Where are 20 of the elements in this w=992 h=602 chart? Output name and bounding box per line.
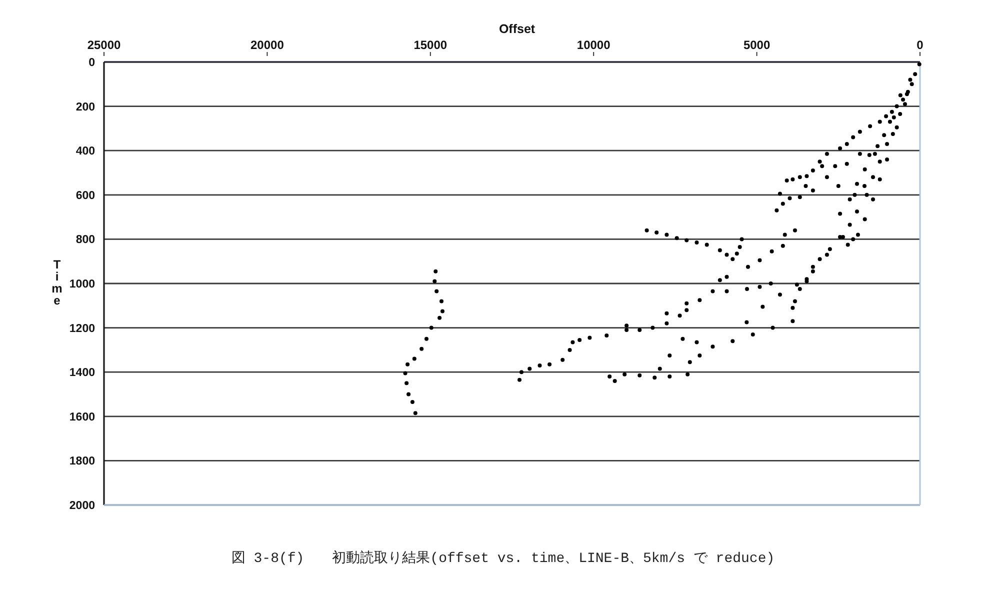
- y-tick-label: 2000: [69, 500, 95, 512]
- y-tick-label: 0: [88, 57, 95, 69]
- y-tick-label: 1600: [69, 411, 95, 424]
- y-tick-label: 600: [76, 190, 95, 202]
- y-tick-label: 1800: [69, 456, 95, 468]
- x-tick-label: 10000: [576, 38, 611, 52]
- caption: 図 3-8(f) 初動読取り結果(offset vs. time、LINE-B、5km/s で reduce): [231, 550, 775, 567]
- y-axis-title: Time: [52, 258, 62, 308]
- y-tick-label: 200: [76, 101, 95, 114]
- x-axis-title: Offset: [498, 22, 536, 36]
- x-tick-label: 20000: [250, 38, 284, 52]
- x-tick-label: 5000: [743, 38, 770, 52]
- y-tick-label: 1000: [69, 278, 95, 290]
- y-tick-label: 800: [76, 234, 95, 246]
- x-tick-label: 15000: [414, 38, 448, 52]
- y-tick-label: 1400: [69, 367, 95, 380]
- x-tick-label: 0: [916, 38, 924, 52]
- y-tick-label: 400: [76, 146, 95, 158]
- x-tick-label: 25000: [87, 38, 122, 52]
- y-tick-label: 1200: [69, 322, 95, 335]
